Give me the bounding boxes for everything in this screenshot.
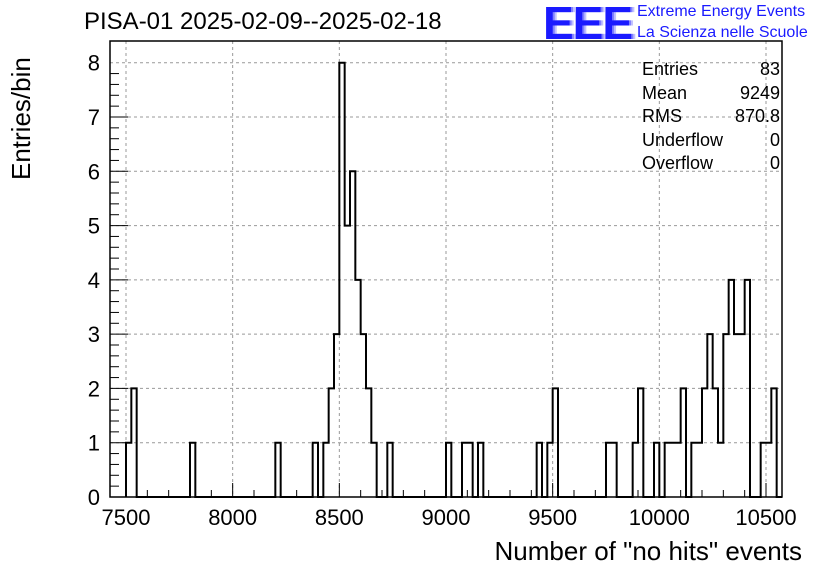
stats-value: 0: [769, 153, 780, 173]
y-tick-label: 0: [88, 485, 100, 510]
y-ticks: 0 1 2 3 4 5 6 7 8: [88, 51, 128, 510]
x-tick-label: 9500: [528, 505, 577, 530]
histogram-bin: [345, 226, 350, 497]
stats-row-underflow: Underflow 0: [642, 129, 780, 153]
histogram-bin: [739, 334, 744, 497]
stats-label: Entries: [642, 59, 699, 79]
histogram-bin: [670, 443, 675, 497]
stats-row-mean: Mean 9249: [642, 82, 780, 106]
histogram-bin: [734, 334, 739, 497]
stats-label: Overflow: [642, 153, 714, 173]
y-tick-label: 6: [88, 159, 100, 184]
histogram-bin: [718, 443, 723, 497]
x-tick-label: 10000: [629, 505, 690, 530]
y-tick-label: 1: [88, 431, 100, 456]
stats-row-rms: RMS 870.8: [642, 105, 780, 129]
x-tick-label: 10500: [735, 505, 796, 530]
y-tick-label: 7: [88, 105, 100, 130]
stats-row-overflow: Overflow 0: [642, 152, 780, 176]
stats-value: 0: [769, 129, 780, 150]
stats-value: 83: [759, 59, 780, 79]
x-tick-label: 9000: [422, 505, 471, 530]
stats-row-entries: Entries 83: [642, 58, 780, 82]
stats-label: Mean: [642, 82, 688, 103]
histogram-bin: [766, 443, 771, 497]
stats-label: RMS: [642, 106, 682, 126]
x-tick-label: 7500: [102, 505, 151, 530]
eee-logo: EEE: [543, 0, 633, 49]
stats-value: 9249: [739, 82, 780, 103]
y-tick-label: 5: [88, 214, 100, 239]
chart-title: PISA-01 2025-02-09--2025-02-18: [84, 8, 442, 35]
stats-box: Entries 83 Mean 9249 RMS 870.8 Underflow 0 O…: [642, 58, 780, 176]
x-axis-label: Number of "no hits" events: [494, 536, 803, 566]
histogram-bin: [697, 443, 702, 497]
x-tick-label: 8000: [208, 505, 257, 530]
x-tick-label: 8500: [315, 505, 364, 530]
histogram-bin: [675, 443, 680, 497]
y-tick-label: 2: [88, 376, 100, 401]
y-tick-label: 8: [88, 51, 100, 76]
logo-line-2: La Scienza nelle Scuole: [637, 24, 808, 41]
stats-label: Underflow: [642, 129, 724, 150]
logo-line-1: Extreme Energy Events: [637, 3, 806, 20]
y-tick-label: 4: [88, 268, 100, 293]
y-tick-label: 3: [88, 322, 100, 347]
stats-value: 870.8: [734, 106, 780, 126]
x-ticks: 7500 8000 8500 9000 9500 10000 10500: [102, 483, 797, 530]
